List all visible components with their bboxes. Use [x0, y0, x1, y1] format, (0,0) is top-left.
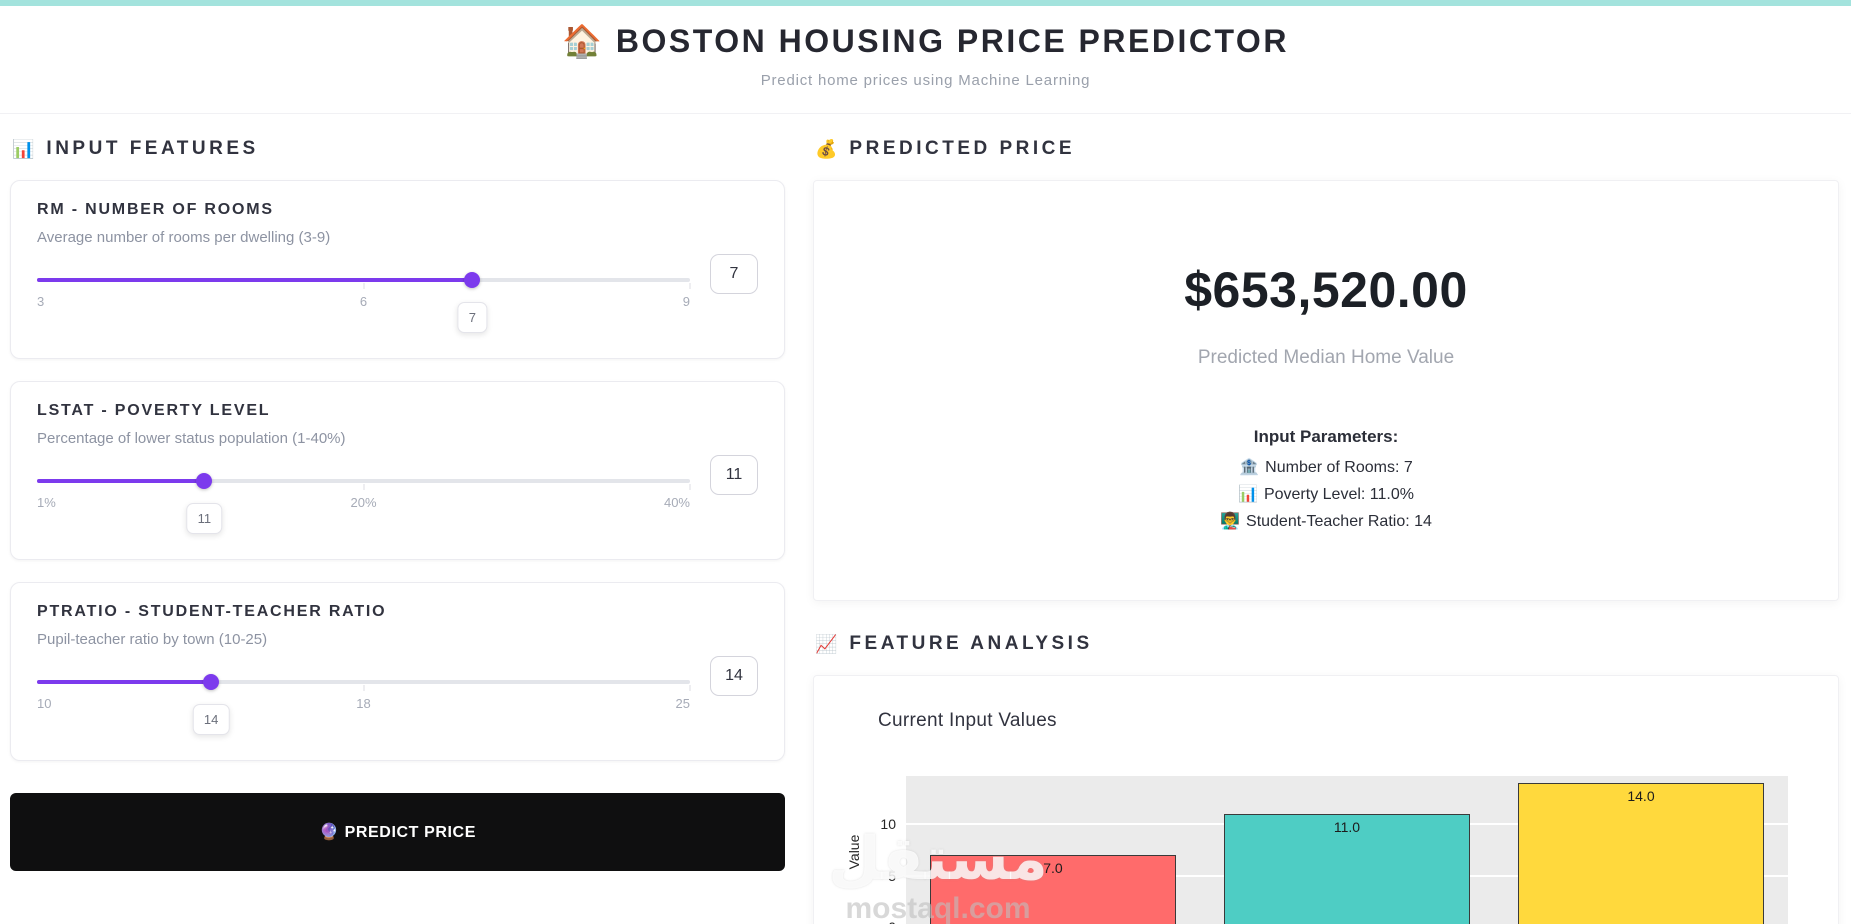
- rm-slider[interactable]: 3 6 9 7: [37, 272, 691, 334]
- bar-chart-icon: 📊: [1238, 486, 1258, 503]
- slider-value-tooltip: 7: [457, 302, 487, 333]
- chart-y-tick-label: 5: [888, 867, 896, 884]
- chart-figure: Value 05107.0Number of Rooms(RM)11.0Pove…: [846, 776, 1788, 924]
- house-icon: 🏠: [562, 23, 602, 59]
- top-accent-bar: [0, 0, 1851, 6]
- input-parameter-line: 📊 Poverty Level: 11.0%: [1238, 486, 1414, 503]
- slider-track[interactable]: [37, 278, 690, 282]
- page-title-text: BOSTON HOUSING PRICE PREDICTOR: [615, 23, 1289, 59]
- slider-max-label: 25: [675, 696, 690, 711]
- feature-description: Average number of rooms per dwelling (3-…: [37, 229, 331, 246]
- results-panel: 💰 PREDICTED PRICE $653,520.00 Predicted …: [813, 136, 1843, 924]
- app-header: 🏠 BOSTON HOUSING PRICE PREDICTOR Predict …: [0, 6, 1851, 114]
- slider-handle[interactable]: [196, 473, 213, 489]
- prediction-card: $653,520.00 Predicted Median Home Value …: [813, 180, 1839, 601]
- input-features-heading: 📊 INPUT FEATURES: [12, 138, 785, 160]
- feature-description: Percentage of lower status population (1…: [37, 430, 346, 447]
- chart-bar: 11.0: [1223, 814, 1471, 924]
- ptratio-slider[interactable]: 10 18 25 14: [37, 674, 691, 736]
- slider-row: 3 6 9 7 7: [37, 254, 758, 334]
- input-parameters-list: 🏦 Number of Rooms: 7 📊 Poverty Level: 11.0%…: [834, 457, 1818, 531]
- feature-description: Pupil-teacher ratio by town (10-25): [37, 631, 268, 648]
- feature-card-lstat: LSTAT - POVERTY LEVEL Percentage of lower…: [10, 381, 785, 560]
- teacher-icon: 👨‍🏫: [1220, 513, 1241, 530]
- slider-tick: [363, 283, 364, 289]
- ptratio-value-input[interactable]: 14: [710, 656, 758, 696]
- slider-tick: [689, 685, 691, 691]
- slider-tick: [363, 685, 364, 691]
- feature-card-ptratio: PTRATIO - STUDENT-TEACHER RATIO Pupil-tea…: [10, 582, 785, 761]
- input-parameter-line: 🏦 Number of Rooms: 7: [1239, 459, 1413, 476]
- main-content: 📊 INPUT FEATURES RM - NUMBER OF ROOMS Ave…: [0, 114, 1851, 924]
- slider-track[interactable]: [37, 680, 690, 684]
- feature-cards: RM - NUMBER OF ROOMS Average number of ro…: [10, 180, 785, 761]
- money-bag-icon: 💰: [815, 138, 838, 159]
- chart-bar-value-label: 14.0: [1627, 788, 1655, 805]
- slider-track[interactable]: [37, 479, 690, 483]
- slider-min-label: 3: [37, 294, 45, 309]
- chart-y-tick-label: 10: [880, 816, 896, 833]
- slider-row: 1% 20% 40% 11 11: [37, 455, 758, 535]
- rm-value-input[interactable]: 7: [710, 254, 758, 294]
- slider-tick: [689, 484, 691, 490]
- feature-title: PTRATIO - STUDENT-TEACHER RATIO: [37, 603, 387, 620]
- slider-mid-label: 18: [356, 696, 371, 711]
- slider-row: 10 18 25 14 14: [37, 656, 758, 736]
- chart-bar: 7.0: [929, 855, 1177, 924]
- slider-min-label: 10: [37, 696, 52, 711]
- chart-y-axis-label: Value: [846, 834, 862, 869]
- predict-price-button[interactable]: 🔮 PREDICT PRICE: [10, 793, 785, 871]
- page-subtitle: Predict home prices using Machine Learni…: [760, 72, 1091, 89]
- slider-tick: [363, 484, 364, 490]
- feature-analysis-heading: 📈 FEATURE ANALYSIS: [815, 633, 1839, 655]
- slider-handle[interactable]: [203, 674, 220, 690]
- chart-bar: 14.0: [1517, 783, 1765, 924]
- slider-max-label: 40%: [663, 495, 690, 510]
- feature-title: LSTAT - POVERTY LEVEL: [37, 402, 271, 419]
- slider-value-tooltip: 14: [192, 704, 230, 735]
- input-parameter-line: 👨‍🏫 Student-Teacher Ratio: 14: [1220, 513, 1432, 530]
- chart-bar-value-label: 11.0: [1333, 819, 1361, 836]
- predicted-price-heading: 💰 PREDICTED PRICE: [815, 138, 1839, 160]
- feature-title: RM - NUMBER OF ROOMS: [37, 201, 274, 218]
- slider-tick: [689, 283, 691, 289]
- chart-plot-area: 05107.0Number of Rooms(RM)11.0Poverty Le…: [880, 776, 1788, 924]
- chart-bar-value-label: 7.0: [1043, 860, 1063, 877]
- predicted-price-caption: Predicted Median Home Value: [1197, 347, 1455, 368]
- slider-mid-label: 6: [359, 294, 368, 309]
- input-parameters-title: Input Parameters:: [1253, 427, 1399, 446]
- lstat-value-input[interactable]: 11: [710, 455, 758, 495]
- chart-y-tick-label: 0: [888, 919, 896, 924]
- feature-card-rm: RM - NUMBER OF ROOMS Average number of ro…: [10, 180, 785, 359]
- bank-icon: 🏦: [1239, 459, 1260, 476]
- feature-analysis-chart-card: Current Input Values Value 05107.0Number…: [813, 675, 1839, 924]
- chart-title: Current Input Values: [878, 710, 1057, 731]
- slider-min-label: 1%: [37, 495, 56, 510]
- bar-chart-icon: 📊: [12, 138, 35, 159]
- slider-mid-label: 20%: [350, 495, 377, 510]
- predicted-price-heading-text: PREDICTED PRICE: [849, 138, 1076, 159]
- input-features-panel: 📊 INPUT FEATURES RM - NUMBER OF ROOMS Ave…: [10, 136, 785, 871]
- lstat-slider[interactable]: 1% 20% 40% 11: [37, 473, 691, 535]
- page-title: 🏠 BOSTON HOUSING PRICE PREDICTOR: [0, 22, 1851, 60]
- slider-value-tooltip: 11: [186, 503, 223, 534]
- slider-max-label: 9: [682, 294, 690, 309]
- feature-analysis-heading-text: FEATURE ANALYSIS: [849, 633, 1093, 654]
- chart-increasing-icon: 📈: [815, 633, 838, 654]
- predicted-price-value: $653,520.00: [1184, 262, 1468, 318]
- input-features-heading-text: INPUT FEATURES: [46, 138, 259, 159]
- slider-handle[interactable]: [464, 272, 481, 288]
